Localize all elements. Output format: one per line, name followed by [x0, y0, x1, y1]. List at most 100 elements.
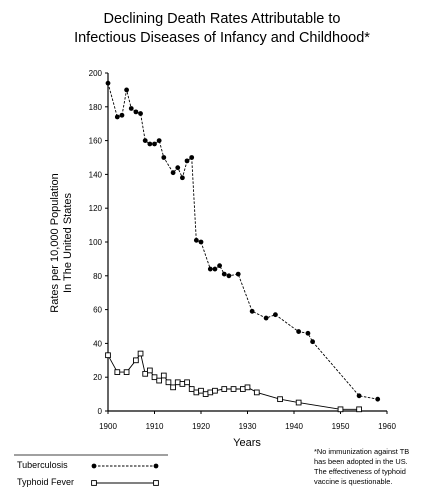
x-tick-label: 1960 — [378, 422, 396, 431]
data-point-typhoid-fever — [151, 374, 158, 381]
data-point-tuberculosis — [193, 237, 199, 243]
data-point-typhoid-fever — [133, 357, 139, 364]
data-point-tuberculosis — [147, 141, 153, 147]
data-point-tuberculosis — [142, 138, 148, 144]
data-point-tuberculosis — [226, 273, 232, 279]
data-point-typhoid-fever — [337, 406, 344, 413]
legend-label-tuberculosis: Tuberculosis — [17, 460, 68, 470]
legend-marker-typhoid-fever — [91, 480, 97, 486]
data-point-typhoid-fever — [193, 389, 200, 396]
data-point-typhoid-fever — [114, 369, 121, 375]
legend-marker-tuberculosis — [91, 463, 97, 469]
data-point-tuberculosis — [170, 170, 176, 176]
data-point-typhoid-fever — [165, 379, 172, 386]
data-point-tuberculosis — [375, 396, 381, 402]
data-point-tuberculosis — [128, 106, 134, 111]
data-point-tuberculosis — [184, 158, 190, 164]
footnote-line-3: The effectiveness of typhoid — [314, 467, 406, 476]
data-point-typhoid-fever — [142, 370, 149, 377]
legend-marker-typhoid-fever — [153, 480, 159, 486]
data-point-tuberculosis — [221, 271, 227, 277]
data-point-typhoid-fever — [184, 379, 190, 386]
y-axis-title-line-2: In The United States — [62, 192, 74, 293]
data-point-tuberculosis — [156, 138, 162, 144]
legend-marker-tuberculosis — [153, 463, 159, 469]
series-line-tuberculosis — [107, 82, 378, 400]
data-point-typhoid-fever — [105, 352, 111, 359]
data-point-typhoid-fever — [156, 377, 163, 384]
y-tick-label: 100 — [89, 238, 103, 247]
data-point-tuberculosis — [296, 329, 302, 334]
data-point-typhoid-fever — [212, 387, 218, 394]
data-point-typhoid-fever — [295, 399, 302, 406]
data-point-typhoid-fever — [174, 379, 181, 386]
y-tick-label: 200 — [89, 69, 103, 78]
y-tick-label: 160 — [89, 137, 103, 146]
data-point-typhoid-fever — [356, 406, 362, 413]
data-point-tuberculosis — [235, 271, 241, 277]
x-tick-label: 1920 — [192, 422, 210, 431]
data-point-tuberculosis — [207, 266, 213, 272]
data-point-typhoid-fever — [146, 367, 153, 374]
data-point-tuberculosis — [198, 239, 204, 245]
data-point-tuberculosis — [161, 155, 167, 160]
data-point-tuberculosis — [263, 315, 269, 321]
footnote: *No immunization against TB has been ado… — [314, 447, 444, 487]
chart-title-line-2: Infectious Diseases of Infancy and Child… — [74, 30, 370, 46]
data-point-typhoid-fever — [137, 350, 144, 357]
data-point-tuberculosis — [305, 330, 311, 336]
footnote-line-4: vaccine is questionable. — [314, 477, 393, 486]
data-point-tuberculosis — [273, 312, 278, 318]
y-tick-label: 20 — [93, 373, 102, 382]
y-tick-label: 40 — [93, 339, 102, 348]
data-point-tuberculosis — [212, 266, 218, 272]
chart-series — [105, 80, 381, 413]
x-tick-label: 1940 — [285, 422, 303, 431]
data-point-tuberculosis — [189, 155, 195, 160]
y-tick-label: 140 — [89, 170, 103, 179]
data-point-tuberculosis — [138, 111, 143, 116]
legend-label-typhoid-fever: Typhoid Fever — [17, 477, 75, 487]
data-point-typhoid-fever — [253, 389, 260, 396]
y-tick-label: 60 — [93, 306, 102, 315]
y-axis-title: Rates per 10,000 Population In The Unite… — [49, 173, 74, 312]
data-point-tuberculosis — [119, 112, 125, 118]
chart-title-line-1: Declining Death Rates Attributable to — [103, 11, 341, 27]
data-point-tuberculosis — [152, 141, 157, 147]
data-point-typhoid-fever — [170, 384, 176, 391]
data-point-tuberculosis — [124, 87, 129, 93]
y-tick-label: 120 — [89, 204, 103, 213]
data-point-tuberculosis — [249, 308, 255, 314]
data-point-typhoid-fever — [198, 387, 204, 394]
data-point-typhoid-fever — [244, 384, 251, 391]
data-point-tuberculosis — [217, 263, 223, 269]
data-point-tuberculosis — [105, 80, 111, 86]
data-point-typhoid-fever — [277, 396, 283, 403]
data-point-typhoid-fever — [202, 391, 209, 397]
footnote-line-2: has been adopted in the US. — [314, 457, 408, 466]
y-tick-label: 80 — [93, 272, 102, 281]
series-line-typhoid-fever — [107, 352, 360, 410]
data-point-typhoid-fever — [207, 389, 214, 396]
data-point-typhoid-fever — [188, 386, 195, 392]
x-tick-label: 1900 — [99, 422, 117, 431]
data-point-tuberculosis — [133, 109, 139, 115]
data-point-typhoid-fever — [179, 381, 186, 387]
data-point-tuberculosis — [310, 339, 315, 345]
data-point-typhoid-fever — [239, 386, 246, 392]
footnote-line-1: *No immunization against TB — [314, 447, 410, 456]
y-tick-label: 180 — [89, 103, 103, 112]
data-point-typhoid-fever — [230, 386, 237, 392]
data-point-tuberculosis — [356, 393, 362, 399]
x-tick-label: 1910 — [146, 422, 164, 431]
data-point-typhoid-fever — [221, 386, 228, 392]
y-tick-label: 0 — [98, 407, 103, 416]
data-point-typhoid-fever — [160, 372, 167, 379]
data-point-typhoid-fever — [123, 369, 130, 375]
x-axis-title: Years — [233, 437, 261, 449]
data-point-tuberculosis — [180, 175, 185, 181]
y-axis-title-line-1: Rates per 10,000 Population — [49, 173, 61, 312]
data-point-tuberculosis — [114, 114, 120, 120]
x-tick-label: 1930 — [239, 422, 257, 431]
